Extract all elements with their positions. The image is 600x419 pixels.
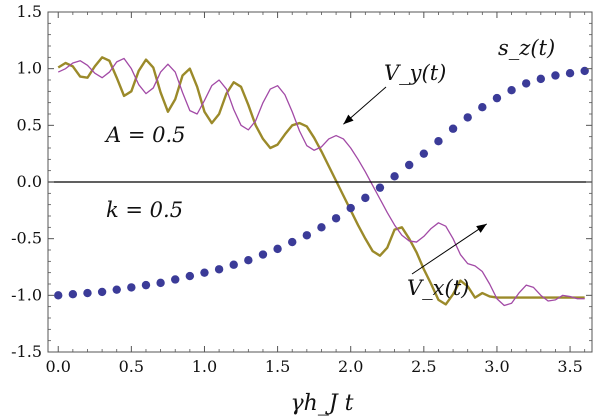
series-layer [54,56,589,307]
data-point-s-z-t [200,268,209,277]
data-point-s-z-t [171,275,180,284]
x-tick-label: 2.0 [338,357,363,376]
x-tick-label: 3.0 [484,357,509,376]
x-tick-label: 1.0 [192,357,217,376]
data-point-s-z-t [244,256,253,265]
x-tick-label: 0.5 [119,357,144,376]
data-point-s-z-t [331,214,341,223]
data-point-s-z-t [302,231,312,240]
data-point-s-z-t [361,193,370,203]
data-point-s-z-t [580,66,589,76]
x-tick-label: 2.5 [411,357,436,376]
data-point-s-z-t [229,260,238,269]
data-point-s-z-t [214,265,224,274]
data-point-s-z-t [492,93,502,103]
data-point-s-z-t [565,69,575,78]
x-tick-label: 1.5 [265,357,290,376]
data-point-s-z-t [478,103,487,112]
data-point-s-z-t [390,172,399,181]
data-point-s-z-t [434,137,443,146]
data-point-s-z-t [97,287,107,297]
data-point-s-z-t [521,79,531,88]
data-point-s-z-t [54,291,63,300]
data-point-s-z-t [346,203,355,213]
y-tick-label: 0.0 [17,172,42,191]
y-tick-label: 1.5 [17,2,42,21]
axes-layer: 0.0 0.5 1.0 1.5 2.0 2.5 3.0 3.5 1.5 1.0 0.5 0.0 -0.5… [11,2,593,376]
series-line-v-x-t [57,57,585,307]
data-point-s-z-t [507,86,516,95]
y-tick-label: 1.0 [17,59,42,78]
data-point-s-z-t [127,283,136,292]
data-point-s-z-t [317,223,326,232]
annotation-layer [343,86,487,275]
data-point-s-z-t [258,250,268,259]
series-label-vy: V_y(t) [384,61,446,85]
y-tick-label: 0.5 [17,115,42,134]
data-point-s-z-t [551,71,560,80]
x-axis-title: γh_J t [291,391,354,416]
data-point-s-z-t [112,285,121,294]
parameter-label-k: k = 0.5 [106,198,183,222]
data-point-s-z-t [68,290,78,299]
data-point-s-z-t [419,149,429,158]
data-point-s-z-t [463,113,472,122]
data-point-s-z-t [273,244,282,254]
labels-layer: V_y(t) V_x(t) s_z(t) A = 0.5 k = 0.5 γh_… [104,36,555,416]
data-point-s-z-t [375,183,385,192]
data-point-s-z-t [448,124,458,133]
data-point-s-z-t [405,160,414,170]
series-label-vx: V_x(t) [407,276,469,300]
y-tick-label: -1.5 [11,342,42,361]
y-tick-label: -0.5 [11,229,42,248]
data-point-s-z-t [536,74,546,84]
data-point-s-z-t [83,288,92,298]
data-point-s-z-t [156,278,165,288]
series-label-sz: s_z(t) [498,36,555,60]
annotation-arrowhead-v-y-t [343,114,354,125]
annotation-arrow-v-x-t [411,223,487,275]
data-point-s-z-t [288,237,297,247]
y-tick-label: -1.0 [11,285,42,304]
data-point-s-z-t [141,280,151,290]
x-tick-label: 0.0 [46,357,71,376]
annotation-arrowhead-v-x-t [476,223,487,233]
parameter-label-a: A = 0.5 [104,123,186,147]
data-point-s-z-t [185,271,195,281]
x-tick-label: 3.5 [557,357,582,376]
